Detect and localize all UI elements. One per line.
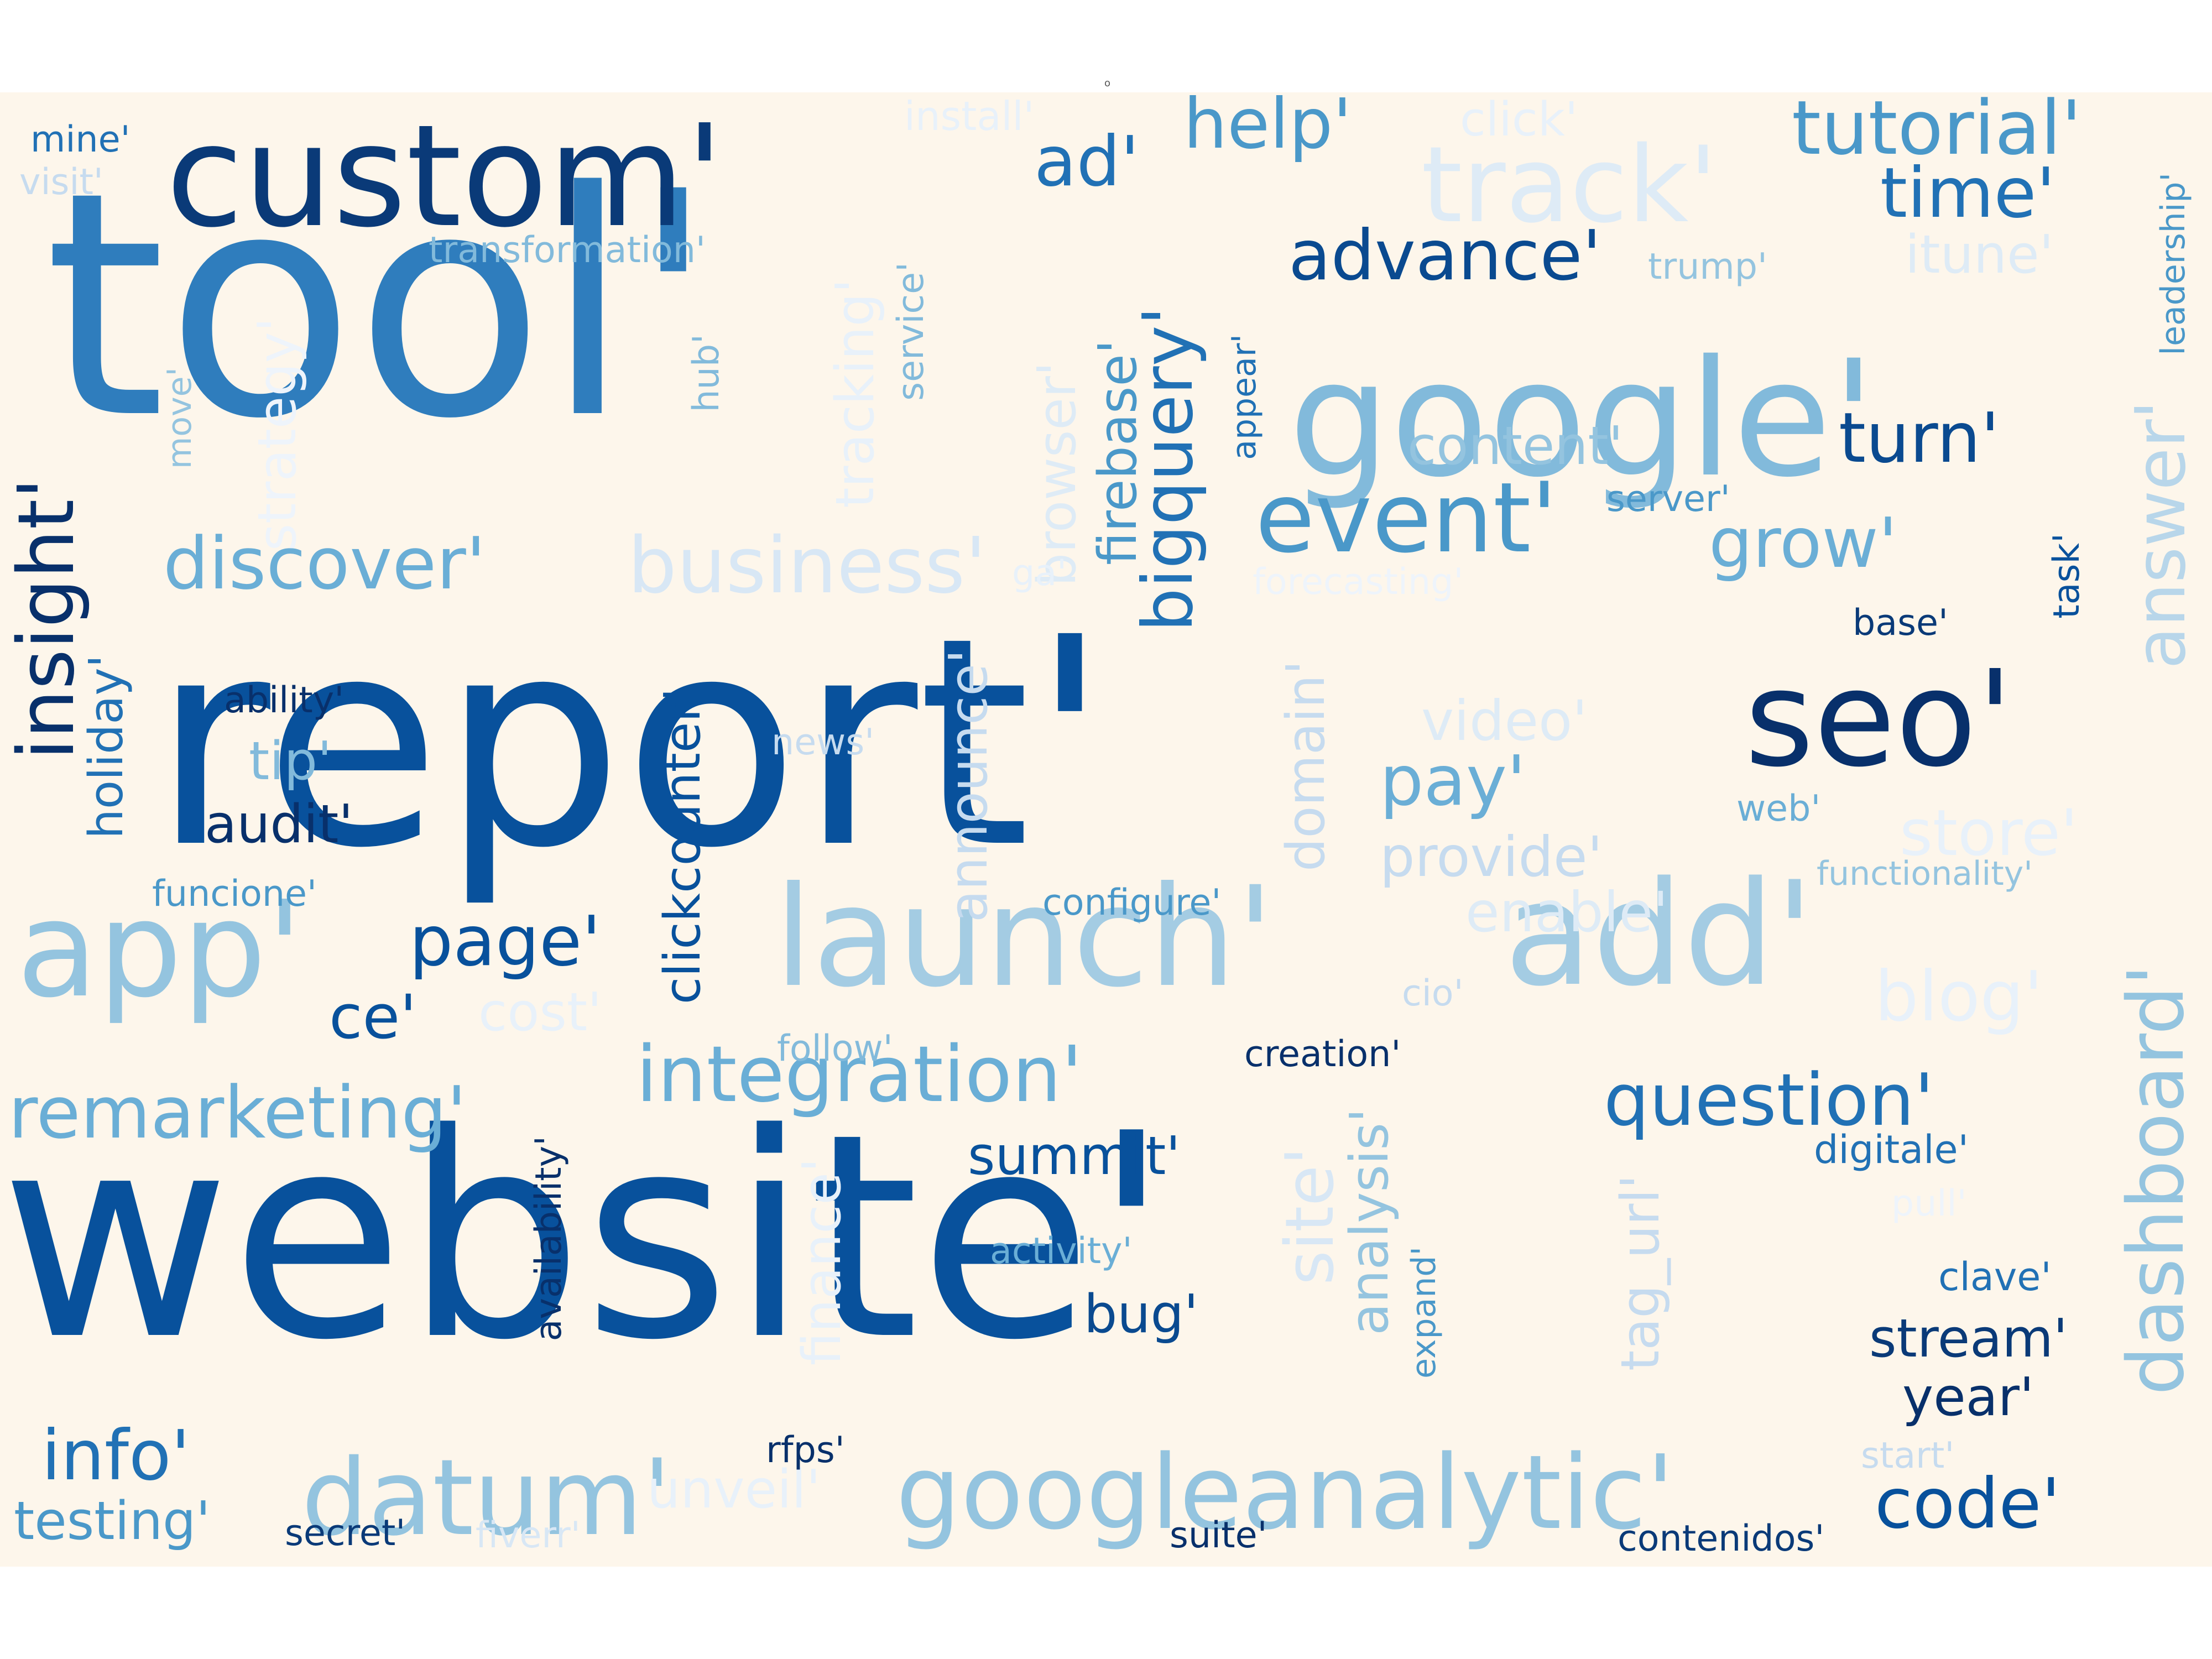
word-web: web' xyxy=(1736,788,1821,830)
word-question: question' xyxy=(1604,1058,1934,1142)
word-provide: provide' xyxy=(1380,825,1603,889)
word-seo: seo' xyxy=(1745,641,2013,796)
word-video: video' xyxy=(1421,688,1588,753)
word-click: click' xyxy=(1460,92,1578,147)
word-time: time' xyxy=(1880,153,2056,233)
word-enable: enable' xyxy=(1465,880,1668,945)
word-launch: launch' xyxy=(774,857,1275,1018)
word-audit: audit' xyxy=(205,794,353,855)
word-holiday: holiday' xyxy=(79,655,134,839)
word-fiverr: fiverr' xyxy=(476,1515,581,1556)
word-tracking: tracking' xyxy=(825,279,886,508)
word-page: page' xyxy=(409,901,601,982)
word-task: task' xyxy=(2046,533,2088,619)
word-googleanalytic: googleanalytic' xyxy=(896,1433,1674,1552)
word-transformation: transformation' xyxy=(429,229,706,271)
word-leadership: leadership' xyxy=(2154,173,2193,356)
word-availability: availability' xyxy=(528,1136,570,1342)
word-site: site' xyxy=(1272,1147,1349,1285)
word-report: report' xyxy=(152,576,1110,911)
word-info: info' xyxy=(41,1416,190,1496)
word-code: code' xyxy=(1875,1464,2060,1544)
word-testing: testing' xyxy=(14,1491,211,1552)
word-creation: creation' xyxy=(1244,1034,1401,1075)
word-service: service' xyxy=(890,262,932,401)
word-advance: advance' xyxy=(1288,216,1601,296)
word-pay: pay' xyxy=(1380,741,1526,821)
word-tutorial: tutorial' xyxy=(1792,92,2082,171)
word-app: app' xyxy=(17,872,303,1027)
word-announce: announce' xyxy=(938,649,999,922)
word-clave: clave' xyxy=(1938,1254,2052,1300)
word-pull: pull' xyxy=(1891,1183,1967,1224)
word-tag-url: tag_url' xyxy=(1610,1175,1671,1371)
word-firebase: firebase' xyxy=(1088,340,1149,565)
word-datum: datum' xyxy=(301,1437,672,1559)
word-dashboard: dashboard' xyxy=(2111,964,2201,1396)
word-remarketing: remarketing' xyxy=(8,1071,467,1155)
word-event: event' xyxy=(1255,462,1558,575)
word-add: add' xyxy=(1504,851,1814,1018)
word-discover: discover' xyxy=(163,521,486,606)
word-cio: cio' xyxy=(1402,973,1464,1014)
word-track: track' xyxy=(1421,124,1718,246)
word-integration: integration' xyxy=(636,1030,1083,1120)
top-dot-mark: o xyxy=(1104,77,1111,89)
word-follow: follow' xyxy=(777,1028,893,1070)
word-clickcounter: clickcounter' xyxy=(654,688,712,1005)
word-news: news' xyxy=(771,722,875,763)
word-bug: bug' xyxy=(1084,1284,1198,1345)
word-strategy: strategy' xyxy=(247,317,308,551)
word-help: help' xyxy=(1183,92,1352,164)
word-content: content' xyxy=(1407,416,1623,477)
word-itune: itune' xyxy=(1905,225,2054,285)
word-start: start' xyxy=(1861,1435,1955,1477)
word-insight: insight' xyxy=(2,478,92,760)
word-unveil: unveil' xyxy=(647,1459,821,1520)
word-digitale: digitale' xyxy=(1814,1127,1969,1172)
word-domain: domain' xyxy=(1276,660,1337,872)
word-stream: stream' xyxy=(1869,1308,2068,1369)
word-configure: configure' xyxy=(1042,882,1222,924)
word-forecasting: forecasting' xyxy=(1253,561,1464,603)
word-grow: grow' xyxy=(1709,503,1898,583)
word-expand: expand' xyxy=(1405,1246,1443,1379)
word-ad: ad' xyxy=(1034,122,1140,202)
word-tip: tip' xyxy=(249,731,332,792)
word-cost: cost' xyxy=(478,982,602,1043)
word-cloud: website' report' tool' google' custom' l… xyxy=(0,92,2212,1567)
word-appear: appear' xyxy=(1225,334,1264,460)
word-ga: ga' xyxy=(1012,552,1067,594)
word-suite: suite' xyxy=(1170,1515,1267,1556)
word-hub: hub' xyxy=(686,334,727,413)
word-visit: visit' xyxy=(19,161,103,203)
word-finance: finance' xyxy=(792,1158,853,1366)
word-mine: mine' xyxy=(30,119,131,160)
word-funcione: funcione' xyxy=(152,873,317,915)
word-custom: custom' xyxy=(166,95,724,259)
word-server: server' xyxy=(1606,478,1730,520)
word-secret: secret' xyxy=(285,1512,406,1554)
word-base: base' xyxy=(1853,602,1948,644)
word-website: website' xyxy=(0,1074,1170,1402)
word-ce: ce' xyxy=(329,982,417,1052)
word-blog: blog' xyxy=(1875,957,2043,1037)
word-store: store' xyxy=(1900,796,2078,870)
word-answer: answer' xyxy=(2121,400,2201,669)
word-summit: summit' xyxy=(968,1126,1181,1187)
word-google: google' xyxy=(1288,326,1876,513)
word-tool: tool' xyxy=(44,126,716,487)
word-trump: trump' xyxy=(1648,246,1767,288)
word-business: business' xyxy=(628,521,987,611)
word-turn: turn' xyxy=(1839,398,2000,478)
word-functionality: functionality' xyxy=(1817,854,2033,893)
word-activity: activity' xyxy=(990,1230,1133,1272)
word-ability: ability' xyxy=(224,680,345,721)
word-analysis: analysis' xyxy=(1339,1108,1400,1335)
word-year: year' xyxy=(1902,1367,2034,1428)
word-rfps: rfps' xyxy=(766,1430,845,1471)
word-contenidos: contenidos' xyxy=(1618,1518,1825,1559)
word-move: move' xyxy=(160,367,199,469)
word-install: install' xyxy=(904,93,1035,139)
